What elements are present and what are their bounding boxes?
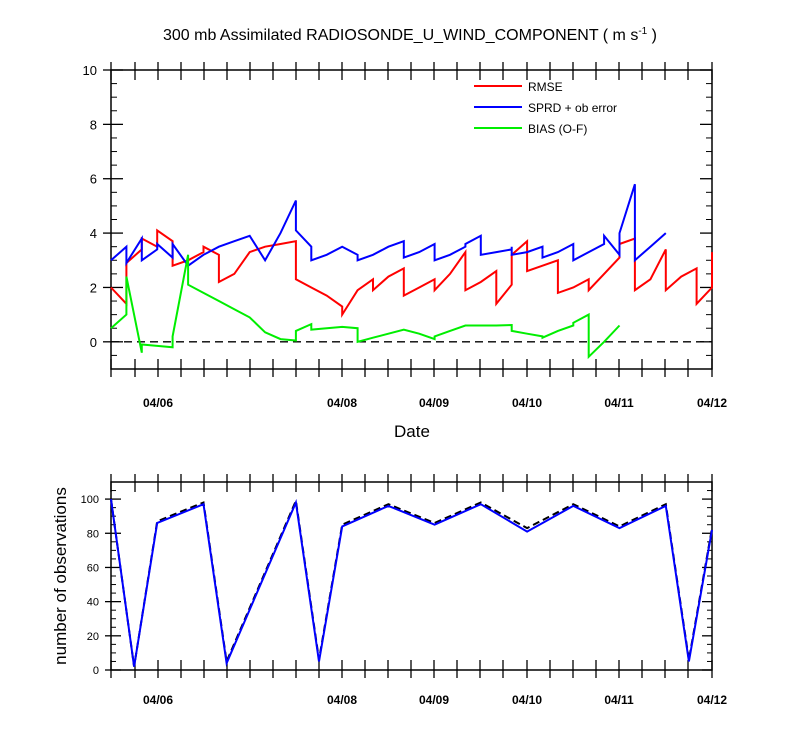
x-date-label: 04/08 bbox=[327, 693, 357, 707]
chart-title-main: 300 mb Assimilated RADIOSONDE_U_WIND_COM… bbox=[163, 27, 638, 44]
series-line-sprd-ob-error bbox=[110, 183, 667, 268]
bottom-axis-ticks: 0 20 40 60 80 100 04/06 04/08 04/09 04/10 04/11 04/… bbox=[81, 474, 727, 707]
y-axis-title-bottom: number of observations bbox=[51, 487, 70, 665]
x-date-label: 04/10 bbox=[512, 693, 542, 707]
y-tick-label: 2 bbox=[90, 280, 97, 295]
top-series-lines bbox=[110, 183, 713, 360]
chart-title: 300 mb Assimilated RADIOSONDE_U_WIND_COM… bbox=[163, 26, 657, 44]
x-date-label: 04/11 bbox=[604, 693, 634, 707]
chart-title-end: ) bbox=[647, 27, 657, 44]
legend-label: BIAS (O-F) bbox=[528, 122, 587, 136]
x-date-label: 04/10 bbox=[512, 396, 542, 410]
legend-label: SPRD + ob error bbox=[528, 101, 617, 115]
x-date-label: 04/08 bbox=[327, 396, 357, 410]
x-date-label: 04/12 bbox=[697, 693, 727, 707]
chart-title-superscript: -1 bbox=[638, 26, 647, 37]
bottom-series-lines bbox=[110, 497, 713, 667]
top-legend: RMSE SPRD + ob error BIAS (O-F) bbox=[474, 80, 617, 136]
y-tick-label: 80 bbox=[87, 528, 99, 540]
y-tick-label: 8 bbox=[90, 117, 97, 132]
top-axis-ticks: 0 2 4 6 8 10 04/06 04/08 04/09 04/10 04/11 04/12 bbox=[83, 62, 727, 410]
x-date-label: 04/12 bbox=[697, 396, 727, 410]
y-tick-label: 60 bbox=[87, 562, 99, 574]
y-tick-label: 6 bbox=[90, 172, 97, 187]
y-tick-label: 0 bbox=[93, 665, 99, 677]
series-line-rmse bbox=[110, 228, 713, 319]
y-tick-label: 40 bbox=[87, 597, 99, 609]
obs-line-used-observations bbox=[110, 497, 713, 667]
x-date-label: 04/09 bbox=[419, 693, 449, 707]
x-date-label: 04/06 bbox=[143, 396, 173, 410]
bottom-plot-frame bbox=[110, 481, 713, 671]
obs-line-possible-observations bbox=[110, 498, 713, 667]
top-plot-frame bbox=[110, 69, 713, 370]
y-tick-label: 0 bbox=[90, 335, 97, 350]
y-tick-label: 10 bbox=[83, 63, 97, 78]
legend-label: RMSE bbox=[528, 80, 563, 94]
y-tick-label: 4 bbox=[90, 226, 97, 241]
series-line-bias-o-f bbox=[110, 254, 621, 360]
x-date-label: 04/11 bbox=[604, 396, 634, 410]
y-tick-label: 100 bbox=[81, 494, 99, 506]
x-axis-title: Date bbox=[394, 422, 430, 441]
x-date-label: 04/09 bbox=[419, 396, 449, 410]
y-tick-label: 20 bbox=[87, 631, 99, 643]
x-date-label: 04/06 bbox=[143, 693, 173, 707]
